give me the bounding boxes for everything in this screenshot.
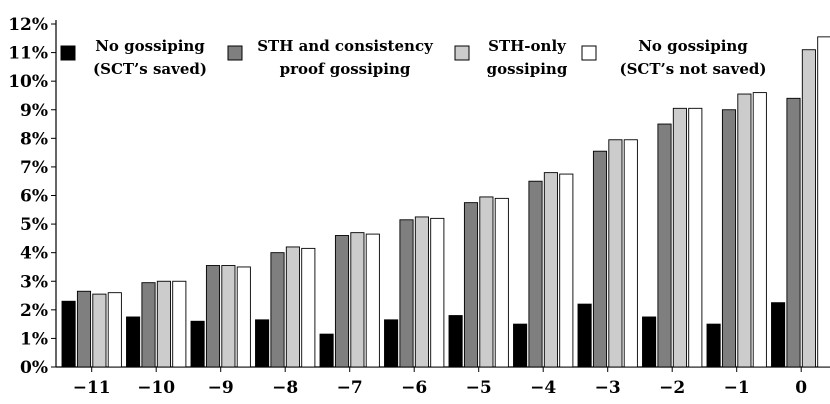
bar-series-3-cat-1 bbox=[92, 293, 107, 368]
bar-series-3-cat-5 bbox=[350, 232, 365, 368]
x-tick-label: −4 bbox=[530, 378, 556, 398]
bar-series-3-cat-10 bbox=[672, 107, 687, 368]
bar-series-1-cat-7 bbox=[448, 315, 463, 368]
legend-swatch-3 bbox=[454, 45, 470, 61]
legend-label-2: STH and consistency bbox=[257, 37, 434, 55]
y-tick-label: 7% bbox=[20, 158, 48, 178]
x-tick-label: −3 bbox=[595, 378, 621, 398]
legend-label-3: gossiping bbox=[487, 60, 568, 78]
bar-series-1-cat-12 bbox=[771, 302, 786, 368]
y-tick-label: 12% bbox=[8, 15, 48, 35]
bar-series-3-cat-8 bbox=[543, 172, 558, 368]
bar-series-1-cat-11 bbox=[706, 323, 721, 368]
bar-series-2-cat-9 bbox=[592, 150, 608, 368]
y-tick-label: 1% bbox=[20, 329, 48, 349]
x-tick-label: 0 bbox=[795, 378, 807, 398]
y-tick-label: 9% bbox=[20, 101, 48, 121]
legend-swatch-1 bbox=[60, 45, 76, 61]
bar-series-4-cat-11 bbox=[752, 92, 767, 368]
bar-series-4-cat-3 bbox=[236, 266, 251, 368]
bar-series-4-cat-2 bbox=[172, 280, 187, 368]
bar-series-1-cat-4 bbox=[255, 319, 270, 368]
x-tick-label: −6 bbox=[401, 378, 427, 398]
y-tick-label: 6% bbox=[20, 187, 48, 207]
bar-series-2-cat-7 bbox=[463, 202, 479, 368]
y-tick-label: 3% bbox=[20, 272, 48, 292]
y-tick-label: 11% bbox=[8, 44, 48, 64]
bar-series-1-cat-9 bbox=[577, 303, 592, 368]
legend-label-4: (SCT’s not saved) bbox=[620, 60, 767, 78]
x-tick-label: −8 bbox=[272, 378, 298, 398]
y-tick-label: 5% bbox=[20, 215, 48, 235]
legend-label-4: No gossiping bbox=[638, 37, 748, 55]
y-tick-label: 0% bbox=[20, 358, 48, 378]
bar-series-2-cat-11 bbox=[721, 109, 737, 368]
x-tick-label: −9 bbox=[208, 378, 234, 398]
bar-series-4-cat-4 bbox=[301, 247, 316, 368]
bar-series-1-cat-6 bbox=[384, 319, 399, 368]
x-tick-label: −2 bbox=[659, 378, 685, 398]
y-tick-label: 4% bbox=[20, 244, 48, 264]
bar-series-1-cat-2 bbox=[126, 316, 141, 368]
bar-series-2-cat-6 bbox=[399, 219, 414, 368]
bar-series-1-cat-8 bbox=[513, 323, 528, 368]
bar-series-3-cat-6 bbox=[414, 216, 429, 368]
bar-series-3-cat-4 bbox=[285, 246, 300, 368]
legend-label-1: No gossiping bbox=[95, 37, 205, 55]
bar-series-2-cat-3 bbox=[205, 265, 221, 368]
bar-series-4-cat-6 bbox=[430, 217, 445, 368]
bar-series-1-cat-3 bbox=[190, 320, 205, 368]
bar-series-4-cat-12 bbox=[817, 36, 830, 368]
bar-series-4-cat-5 bbox=[365, 233, 380, 368]
legend-label-2: proof gossiping bbox=[280, 60, 411, 78]
bar-series-2-cat-4 bbox=[270, 252, 285, 368]
bar-series-2-cat-12 bbox=[786, 97, 801, 368]
bar-series-3-cat-3 bbox=[221, 265, 236, 368]
y-tick-label: 8% bbox=[20, 129, 48, 149]
bar-series-4-cat-7 bbox=[494, 197, 509, 368]
legend-label-3: STH-only bbox=[488, 37, 567, 55]
bar-series-3-cat-12 bbox=[801, 49, 816, 368]
bar-series-3-cat-7 bbox=[479, 196, 494, 368]
bar-series-1-cat-1 bbox=[61, 300, 76, 368]
legend-swatch-2 bbox=[227, 45, 243, 61]
legend-label-1: (SCT’s saved) bbox=[93, 60, 207, 78]
x-tick-label: −5 bbox=[466, 378, 492, 398]
bar-series-3-cat-11 bbox=[737, 93, 752, 368]
bar-series-4-cat-10 bbox=[688, 107, 703, 368]
bar-series-2-cat-5 bbox=[334, 235, 350, 368]
bar-series-2-cat-10 bbox=[657, 123, 672, 368]
x-tick-label: −7 bbox=[337, 378, 363, 398]
bar-series-3-cat-2 bbox=[156, 280, 171, 368]
y-tick-label: 2% bbox=[20, 301, 48, 321]
bar-series-1-cat-10 bbox=[642, 316, 657, 368]
bar-series-4-cat-9 bbox=[623, 139, 638, 368]
bar-series-2-cat-1 bbox=[76, 290, 92, 368]
legend-swatch-4 bbox=[581, 45, 597, 61]
x-tick-label: −10 bbox=[137, 378, 175, 398]
bar-series-4-cat-1 bbox=[107, 292, 122, 368]
bar-series-3-cat-9 bbox=[608, 139, 623, 368]
y-tick-label: 10% bbox=[8, 72, 48, 92]
bar-series-2-cat-8 bbox=[528, 180, 543, 368]
x-tick-label: −11 bbox=[73, 378, 111, 398]
x-tick-label: −1 bbox=[724, 378, 750, 398]
bar-series-1-cat-5 bbox=[319, 333, 334, 368]
bar-series-4-cat-8 bbox=[559, 173, 574, 368]
bar-series-2-cat-2 bbox=[141, 282, 156, 368]
